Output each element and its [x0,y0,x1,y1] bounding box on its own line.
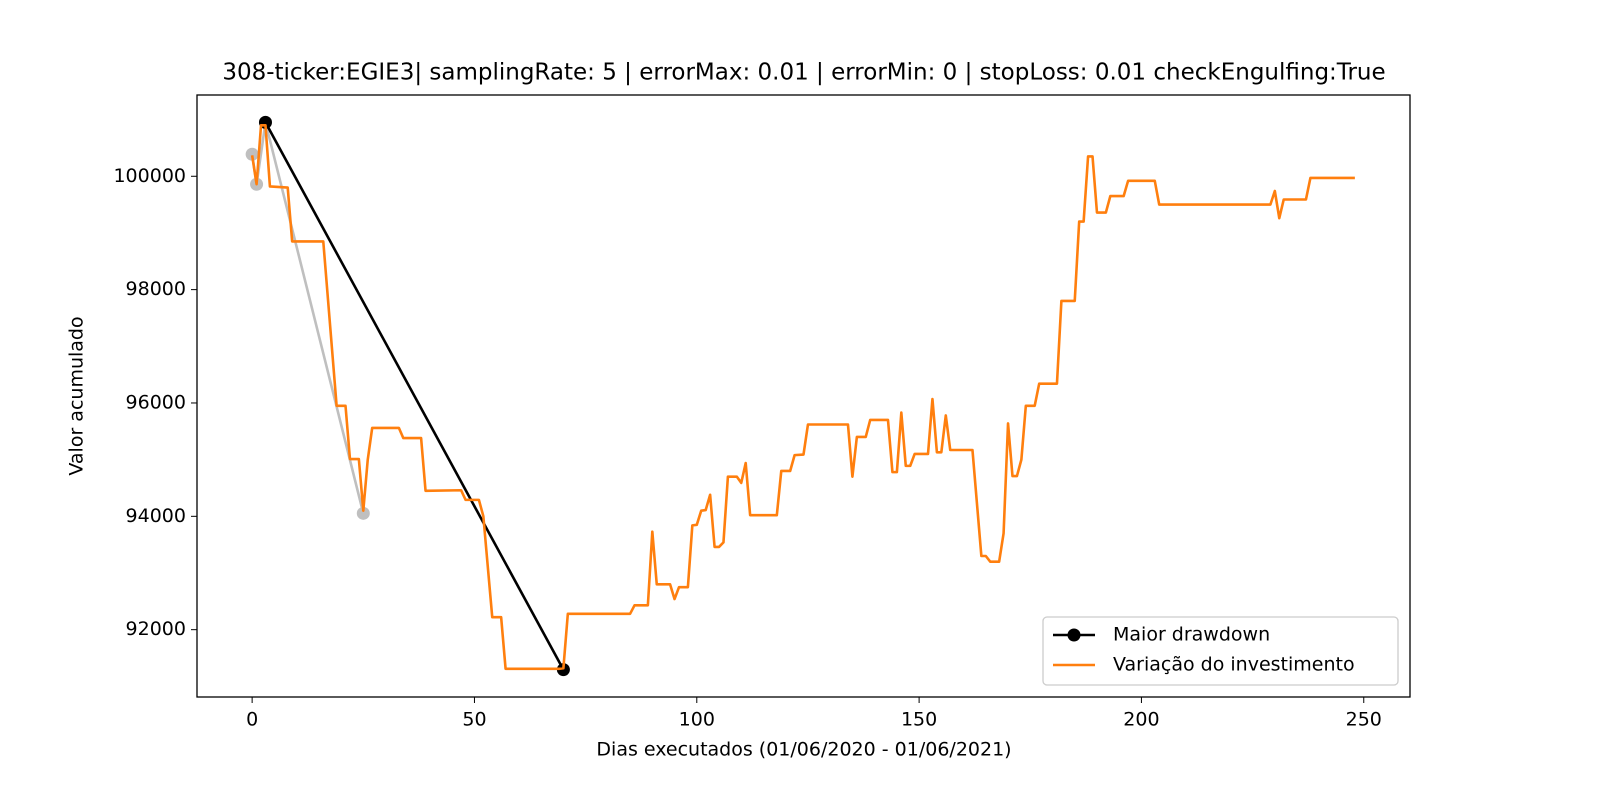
y-axis-label: Valor acumulado [66,316,88,475]
y-tick-label: 94000 [126,505,186,527]
x-axis-label: Dias executados (01/06/2020 - 01/06/2021… [596,739,1011,761]
x-tick-label: 250 [1346,709,1382,731]
x-tick-label: 150 [901,709,937,731]
x-tick-label: 200 [1123,709,1159,731]
point-marker [356,506,370,520]
plot-frame [196,94,1411,698]
y-tick-label: 98000 [126,278,186,300]
legend-label: Maior drawdown [1113,624,1270,646]
x-tick-label: 0 [246,709,258,731]
point-marker [245,147,259,161]
x-tick-label: 50 [462,709,486,731]
point-marker [556,663,570,677]
series-line [250,123,1355,671]
chart-title: 308-ticker:EGIE3| samplingRate: 5 | erro… [222,60,1385,86]
x-tick-label: 100 [679,709,715,731]
legend-label: Variação do investimento [1113,654,1355,676]
legend-box [1042,616,1399,686]
legend-marker [1067,628,1081,642]
y-tick-label: 100000 [113,165,186,187]
series-line [264,121,565,671]
y-tick-label: 92000 [126,618,186,640]
y-tick-label: 96000 [126,391,186,413]
